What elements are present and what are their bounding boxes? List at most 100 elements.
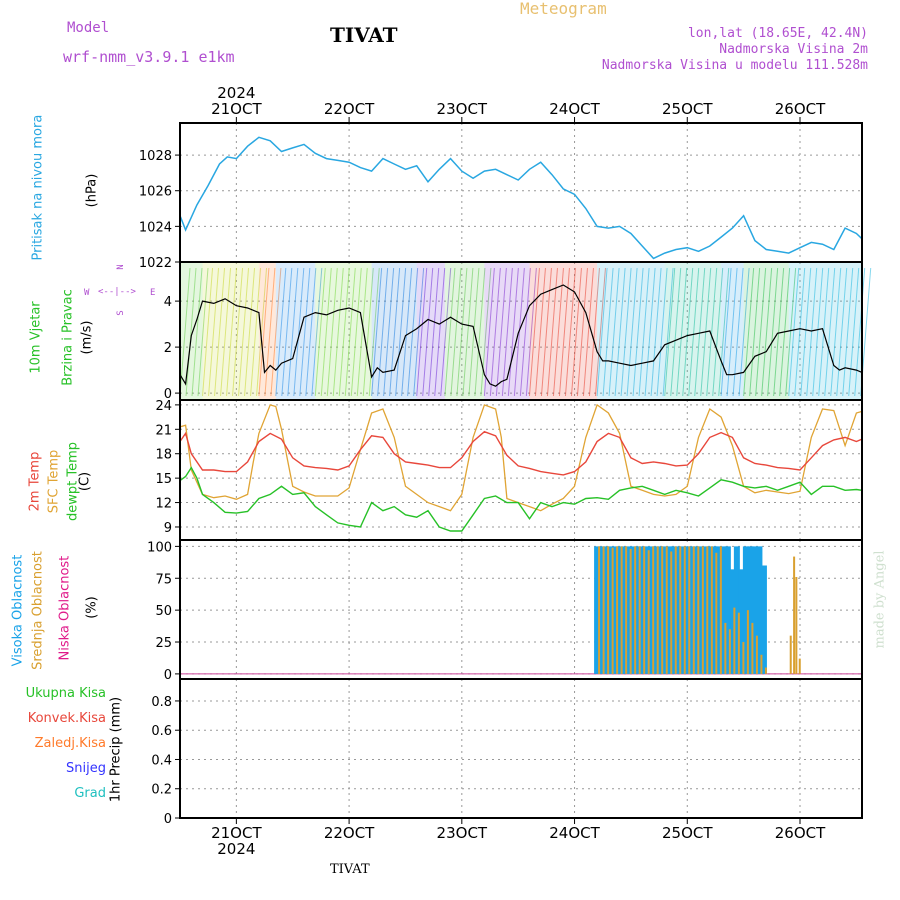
cloud-high-bar [733,546,740,674]
wind-vector [489,267,501,397]
ytick-label-cloud: 0 [164,668,172,683]
wind-vector [416,267,428,397]
cloud-mid-bar [760,654,763,674]
wind-vector [356,267,368,397]
cloud-mid-bar [706,546,709,674]
wind-vector [377,267,389,397]
wind-vector [738,267,750,397]
cloud-mid-bar [629,548,632,674]
legend-precip-frozen: Zaledj.Kisa [34,736,106,751]
wind-vector [444,267,456,397]
wind-vector [650,267,662,397]
cloud-high-bar [666,546,673,674]
wind-band [258,262,276,400]
wind-vector [812,267,824,397]
wind-vector [395,267,407,397]
wind-vector [311,267,323,397]
ytick-label-temp: 15 [155,472,172,487]
cloud-mid-bar [620,546,623,674]
wind-vector [519,267,531,397]
wind-vector [718,267,730,397]
ytick-label-precip: 0.2 [151,783,172,798]
cloud-mid-bar [798,658,801,674]
cloud-high-bar [693,546,700,674]
wind-vector [220,267,232,397]
wind-vector [401,267,413,397]
cloud-mid-bar [607,546,610,674]
cloud-high-bar [760,565,767,674]
wind-vector [434,267,446,397]
wind-vector [287,267,299,397]
wind-vector [264,267,276,397]
wind-vector [830,267,842,397]
xtick-bottom-label: 25OCT [662,824,713,842]
wind-vector [179,267,191,397]
cloud-mid-bar [674,546,677,674]
cloud-high-bar [756,546,763,674]
wind-vector [495,267,507,397]
ytick-label-precip: 0 [164,812,172,827]
ytick-label-temp: 12 [155,497,172,512]
wind-vector [528,267,540,397]
wind-vector [462,267,474,397]
wind-vector [456,267,468,397]
wind-band [529,262,598,400]
ytick-label-wind: 0 [164,387,172,402]
temp2m-line [179,430,863,476]
compass-w: W [84,288,90,298]
altitude-text: Nadmorska Visina 2m [719,42,868,57]
ytick-label-precip: 0.8 [151,695,172,710]
ytick-label-cloud: 50 [155,604,172,619]
ytick-label-precip: 0.4 [151,753,172,768]
legend-precip-conv: Konvek.Kisa [27,711,106,726]
wind-vector [608,267,620,397]
wind-vector [540,267,552,397]
cloud-mid-bar [643,546,646,674]
wind-vector [450,267,462,397]
wind-vector [338,267,350,397]
page-title: TIVAT [330,23,398,47]
cloud-mid-bar [751,622,754,674]
xtick-top-label: 23OCT [437,100,488,118]
cloud-mid-bar [746,610,749,674]
wind-vector [480,267,492,397]
cloud-mid-bar [701,546,704,674]
wind-vector [320,267,332,397]
cloud-high-bar [634,546,641,674]
cloud-high-bar [720,546,727,674]
xtick-top-label: 26OCT [775,100,826,118]
xtick-top-label: 25OCT [662,100,713,118]
ytick-label-precip: 0.6 [151,724,172,739]
cloud-high-bar [715,546,722,674]
cloud-mid-bar [688,546,691,674]
wind-vector [546,267,558,397]
wind-vector [501,267,513,397]
wind-vector [670,267,682,397]
wind-vector [185,267,197,397]
wind-vector [743,267,755,397]
wind-vector [202,267,214,397]
cloud-mid-bar [670,551,673,674]
wind-vector [326,267,338,397]
xtick-bottom-label: 24OCT [549,824,600,842]
model-altitude-text: Nadmorska Visina u modelu 111.528m [601,58,868,73]
compass-arrows: <--|--> [98,287,136,297]
cloud-mid-bar [665,546,668,674]
wind-vector [191,267,203,397]
cloud-mid-bar [755,635,758,674]
wind-vector [214,267,226,397]
compass-e: E [150,288,156,298]
cloud-mid-bar [793,556,796,674]
cloud-high-bar [639,546,646,674]
wind-vector [576,267,588,397]
wind-vector [422,267,434,397]
wind-vector [836,267,848,397]
cloud-mid-bar [611,547,614,674]
wind-vector [794,267,806,397]
xtick-top-label: 24OCT [549,100,600,118]
wind-vector [507,267,519,397]
wind-vector [596,267,608,397]
wind-vector [712,267,724,397]
cloud-mid-bar [697,546,700,674]
